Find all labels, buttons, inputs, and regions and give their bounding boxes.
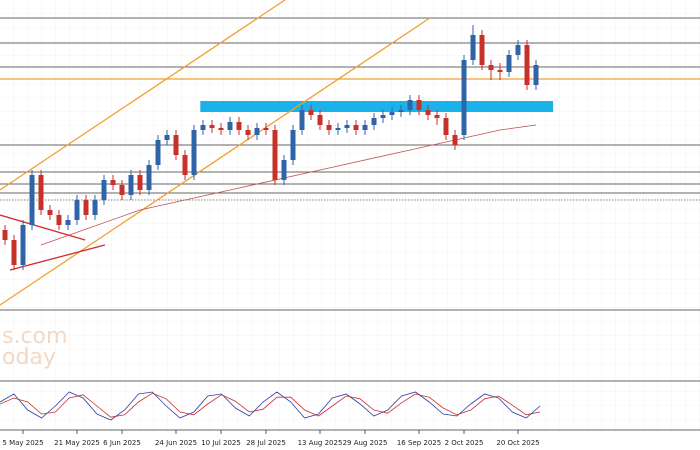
candle-body bbox=[407, 100, 413, 110]
candle-body bbox=[452, 135, 458, 145]
candle-body bbox=[416, 100, 422, 110]
candle-body bbox=[2, 230, 8, 240]
candle-body bbox=[389, 112, 395, 115]
trend-line bbox=[40, 124, 537, 246]
candle-body bbox=[479, 35, 485, 65]
candle-body bbox=[299, 110, 305, 130]
stochastic-line bbox=[0, 392, 541, 418]
candle-body bbox=[110, 180, 116, 185]
candle-body bbox=[218, 128, 224, 130]
candle-body bbox=[83, 200, 89, 215]
candle-body bbox=[434, 115, 440, 118]
candle-body bbox=[272, 130, 278, 180]
candle-body bbox=[263, 128, 269, 130]
candle-body bbox=[497, 70, 503, 72]
x-tick-label: 21 May 2025 bbox=[54, 439, 100, 447]
candle-body bbox=[20, 225, 26, 265]
candle-body bbox=[119, 185, 125, 195]
watermark: s.com bbox=[2, 324, 67, 349]
candle-body bbox=[227, 122, 233, 130]
candle-body bbox=[47, 210, 53, 215]
candle-body bbox=[290, 130, 296, 160]
candle-body bbox=[488, 65, 494, 70]
candle-body bbox=[101, 180, 107, 200]
x-tick-label: 6 Jun 2025 bbox=[103, 439, 141, 447]
x-tick-label: 2 Oct 2025 bbox=[445, 439, 484, 447]
candle-body bbox=[308, 110, 314, 115]
candle-body bbox=[182, 155, 188, 175]
candle-body bbox=[29, 175, 35, 225]
candle-body bbox=[362, 125, 368, 130]
candle-body bbox=[443, 118, 449, 135]
candle-body bbox=[173, 135, 179, 155]
zone bbox=[200, 101, 554, 112]
x-tick-label: 13 Aug 2025 bbox=[298, 439, 343, 447]
candle-body bbox=[65, 220, 71, 225]
candle-body bbox=[146, 165, 152, 190]
candle-body bbox=[371, 118, 377, 125]
candle-body bbox=[209, 125, 215, 128]
candle-body bbox=[191, 130, 197, 175]
candle-body bbox=[74, 200, 80, 220]
candle-body bbox=[335, 128, 341, 130]
candle-body bbox=[281, 160, 287, 180]
trend-line bbox=[0, 0, 286, 191]
x-tick-label: 20 Oct 2025 bbox=[496, 439, 539, 447]
candle-body bbox=[353, 125, 359, 130]
x-tick-label: 5 May 2025 bbox=[2, 439, 43, 447]
candle-body bbox=[398, 110, 404, 112]
x-tick-label: 10 Jul 2025 bbox=[201, 439, 241, 447]
candle-body bbox=[533, 65, 539, 85]
candle-body bbox=[380, 115, 386, 118]
candle-body bbox=[326, 125, 332, 130]
candle-body bbox=[11, 240, 17, 265]
candle-body bbox=[344, 125, 350, 128]
candle-body bbox=[461, 60, 467, 135]
candle-body bbox=[470, 35, 476, 60]
candle-body bbox=[317, 115, 323, 125]
grid-background bbox=[0, 0, 700, 430]
x-tick-label: 29 Aug 2025 bbox=[343, 439, 388, 447]
candle-body bbox=[515, 45, 521, 55]
candle-body bbox=[164, 135, 170, 140]
candle-body bbox=[200, 125, 206, 130]
watermark: oday bbox=[2, 345, 56, 370]
x-tick-label: 28 Jul 2025 bbox=[246, 439, 286, 447]
candle-body bbox=[155, 140, 161, 165]
candle-body bbox=[56, 215, 62, 225]
candle-body bbox=[137, 175, 143, 190]
candle-body bbox=[236, 122, 242, 130]
candle-body bbox=[245, 130, 251, 135]
candle-body bbox=[524, 45, 530, 85]
trend-line bbox=[0, 17, 431, 306]
stochastic-line bbox=[0, 391, 541, 421]
candle-body bbox=[254, 128, 260, 135]
candle-body bbox=[128, 175, 134, 195]
x-tick-label: 16 Sep 2025 bbox=[397, 439, 441, 447]
trend-line bbox=[0, 214, 86, 241]
candle-body bbox=[425, 110, 431, 115]
candle-body bbox=[506, 55, 512, 72]
x-tick-label: 24 Jun 2025 bbox=[155, 439, 197, 447]
trend-line bbox=[9, 244, 106, 271]
candle-body bbox=[38, 175, 44, 210]
candle-body bbox=[92, 200, 98, 215]
